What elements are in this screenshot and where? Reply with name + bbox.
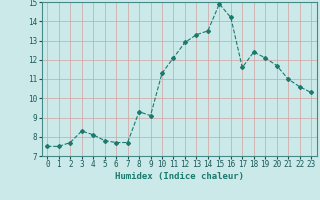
X-axis label: Humidex (Indice chaleur): Humidex (Indice chaleur) <box>115 172 244 181</box>
